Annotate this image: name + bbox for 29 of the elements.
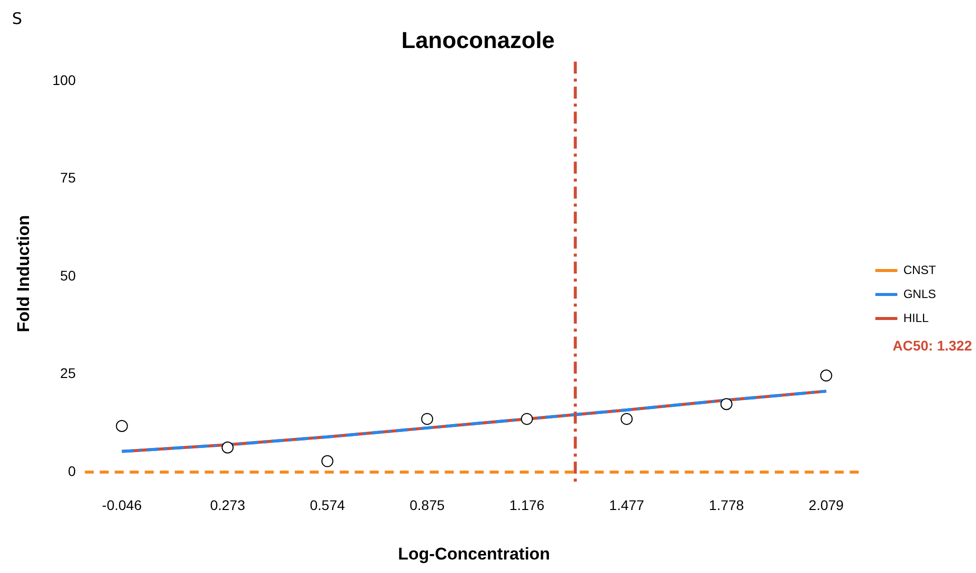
point bbox=[222, 441, 234, 454]
legend-label: GNLS bbox=[903, 286, 936, 301]
point bbox=[720, 398, 732, 410]
x-tick-label: 0.574 bbox=[310, 497, 346, 514]
point bbox=[321, 455, 334, 468]
y-tick-label: 0 bbox=[68, 462, 76, 479]
point bbox=[820, 370, 832, 382]
point bbox=[116, 420, 128, 432]
x-tick-label: 0.875 bbox=[410, 497, 445, 514]
x-axis-title: Log-Concentration bbox=[398, 544, 550, 564]
point bbox=[520, 412, 533, 425]
point bbox=[620, 412, 633, 425]
y-tick-label: 25 bbox=[60, 365, 76, 382]
y-tick-label: 50 bbox=[60, 267, 76, 284]
x-tick-label: -0.046 bbox=[102, 497, 142, 514]
ref-line-label: AC50: 1.322 bbox=[892, 337, 972, 354]
point bbox=[421, 412, 434, 425]
chart-title: Lanoconazole bbox=[401, 27, 555, 54]
x-tick-label: 0.273 bbox=[210, 497, 246, 514]
y-tick-label: 75 bbox=[60, 170, 76, 186]
x-tick-label: 1.176 bbox=[509, 497, 545, 514]
x-tick-label: 2.079 bbox=[808, 497, 844, 514]
y-axis-title: Fold Induction bbox=[14, 215, 33, 332]
x-tick-label: 1.778 bbox=[708, 497, 744, 514]
legend-label: CNST bbox=[903, 262, 937, 277]
legend-label: HILL bbox=[903, 310, 929, 325]
y-tick-label: 100 bbox=[52, 72, 76, 88]
text: S bbox=[12, 9, 22, 28]
x-tick-label: 1.477 bbox=[609, 497, 644, 514]
